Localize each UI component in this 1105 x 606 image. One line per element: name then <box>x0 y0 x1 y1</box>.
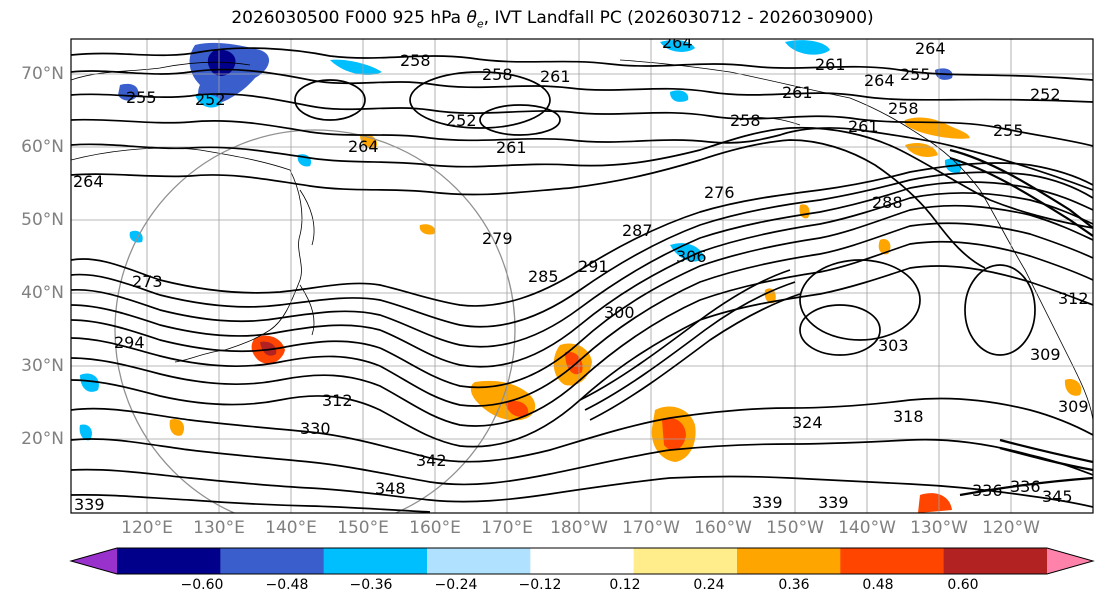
contour-label: 264 <box>662 33 693 52</box>
contour-label: 273 <box>132 272 163 291</box>
colorbar-tick: 0.36 <box>778 577 810 593</box>
contour-label: 264 <box>348 137 379 156</box>
lat-label-20n: 20°N <box>21 429 64 449</box>
contour-label: 339 <box>752 493 783 512</box>
contour-label: 264 <box>864 71 895 90</box>
colorbar-tick: −0.12 <box>518 577 562 593</box>
lon-label: 120°E <box>121 518 173 538</box>
pc-shading-positive <box>169 117 1082 513</box>
lat-label-70n: 70°N <box>21 64 64 84</box>
lon-label: 170°E <box>481 518 533 538</box>
contour-label: 291 <box>578 257 609 276</box>
contour-label: 312 <box>1058 289 1089 308</box>
domain-circle <box>114 129 516 513</box>
contour-label: 258 <box>400 51 431 70</box>
map-frame <box>70 38 1094 514</box>
contour-label: 255 <box>900 65 931 84</box>
theta-e-contours <box>71 47 1093 513</box>
contour-label: 258 <box>888 99 919 118</box>
title-theta: θ <box>466 8 477 28</box>
lon-label: 150°E <box>337 518 389 538</box>
colorbar-tick: 0.24 <box>693 577 725 593</box>
lat-label-30n: 30°N <box>21 356 64 376</box>
lon-label: 180°W <box>550 518 608 538</box>
contour-label: 342 <box>416 451 447 470</box>
colorbar-tick: −0.24 <box>434 577 478 593</box>
colorbar-tick: −0.36 <box>349 577 393 593</box>
contour-label: 261 <box>782 83 813 102</box>
colorbar-tick: −0.60 <box>180 577 224 593</box>
contour-label: 252 <box>195 90 226 109</box>
title-suffix: , IVT Landfall PC (2026030712 - 20260309… <box>483 8 874 28</box>
lon-label: 160°E <box>409 518 461 538</box>
lon-label: 160°W <box>694 518 752 538</box>
contour-label: 264 <box>915 39 946 58</box>
contour-label: 264 <box>73 172 104 191</box>
map-title: 2026030500 F000 925 hPa θe, IVT Landfall… <box>0 8 1105 30</box>
contour-label: 309 <box>1030 345 1061 364</box>
contour-label: 285 <box>528 267 559 286</box>
contour-label: 300 <box>604 303 635 322</box>
colorbar-tick: −0.48 <box>265 577 309 593</box>
contour-label: 279 <box>482 229 513 248</box>
contour-label: 261 <box>815 55 846 74</box>
contour-labels: 258 255 258 261 264 264 261 264 258 261 … <box>73 33 1089 514</box>
contour-label: 318 <box>893 407 924 426</box>
lon-label: 130°E <box>193 518 245 538</box>
contour-label: 255 <box>126 88 157 107</box>
contour-label: 255 <box>993 121 1024 140</box>
contour-label: 261 <box>496 138 527 157</box>
title-prefix: 2026030500 F000 925 hPa <box>231 8 467 28</box>
contour-label: 276 <box>704 183 735 202</box>
contour-label: 345 <box>1042 487 1073 506</box>
contour-label: 287 <box>622 221 653 240</box>
lon-label: 120°W <box>982 518 1040 538</box>
contour-label: 330 <box>300 419 331 438</box>
map-area: 258 255 258 261 264 264 261 264 258 261 … <box>71 33 1093 514</box>
contour-label: 261 <box>848 117 879 136</box>
colorbar-tick: 0.12 <box>609 577 641 593</box>
contour-label: 306 <box>676 247 707 266</box>
lon-label: 140°E <box>265 518 317 538</box>
contour-label: 312 <box>322 391 353 410</box>
contour-label: 336 <box>972 481 1003 500</box>
colorbar-tick: 0.60 <box>947 577 979 593</box>
title-theta-sub: e <box>476 17 484 31</box>
contour-label: 348 <box>375 479 406 498</box>
gridlines <box>71 39 1093 513</box>
contour-label: 288 <box>872 193 903 212</box>
lon-label: 130°W <box>910 518 968 538</box>
contour-label: 294 <box>114 333 145 352</box>
contour-label: 324 <box>792 413 823 432</box>
lat-label-60n: 60°N <box>21 137 64 157</box>
contour-label: 252 <box>446 111 477 130</box>
lat-label-40n: 40°N <box>21 283 64 303</box>
colorbar-tick: 0.48 <box>862 577 894 593</box>
lon-label: 150°W <box>766 518 824 538</box>
lon-label: 170°W <box>622 518 680 538</box>
contour-label: 303 <box>878 336 909 355</box>
contour-label: 261 <box>540 67 571 86</box>
contour-label: 252 <box>1030 85 1061 104</box>
contour-label: 336 <box>1010 477 1041 496</box>
lat-label-50n: 50°N <box>21 210 64 230</box>
contour-label: 258 <box>482 65 513 84</box>
contour-label: 258 <box>730 111 761 130</box>
contour-label: 339 <box>818 493 849 512</box>
lon-label: 140°W <box>838 518 896 538</box>
contour-label: 309 <box>1058 397 1089 416</box>
contour-label: 339 <box>74 495 105 514</box>
